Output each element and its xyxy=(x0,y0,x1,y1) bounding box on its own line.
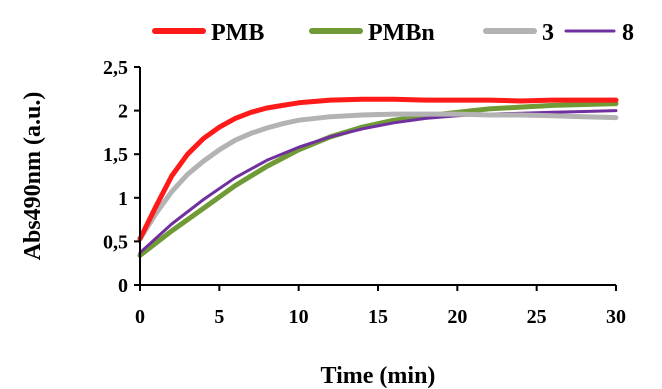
x-axis-title: Time (min) xyxy=(321,363,436,389)
y-tick-label: 0,5 xyxy=(103,231,128,253)
series-line-8 xyxy=(138,109,618,255)
legend-label: 8 xyxy=(622,20,634,46)
legend-label: PMB xyxy=(211,20,264,46)
series-line-PMBn xyxy=(137,101,619,258)
y-tick-label: 1 xyxy=(118,188,128,210)
series-line-3 xyxy=(137,111,619,242)
x-tick-label: 10 xyxy=(289,306,309,328)
y-ticks: 0 0,5 1 1,5 2 2,5 xyxy=(103,57,140,297)
y-tick-label: 1,5 xyxy=(103,144,128,166)
y-tick-label: 2 xyxy=(118,101,128,123)
legend-label: PMBn xyxy=(368,20,435,46)
legend-label: 3 xyxy=(542,20,554,46)
x-tick-label: 30 xyxy=(606,306,626,328)
x-tick-label: 5 xyxy=(214,306,224,328)
x-tick-label: 25 xyxy=(527,306,547,328)
series-line-PMB xyxy=(137,96,619,242)
x-tick-label: 15 xyxy=(368,306,388,328)
y-tick-label: 0 xyxy=(118,275,128,297)
x-tick-label: 0 xyxy=(135,306,145,328)
x-ticks: 0 5 10 15 20 25 30 xyxy=(135,285,626,328)
x-tick-label: 20 xyxy=(447,306,467,328)
series-layer xyxy=(137,96,619,258)
y-axis-title: Abs490nm (a.u.) xyxy=(20,92,46,261)
legend: PMB PMBn 3 8 xyxy=(152,20,634,46)
y-tick-label: 2,5 xyxy=(103,57,128,79)
